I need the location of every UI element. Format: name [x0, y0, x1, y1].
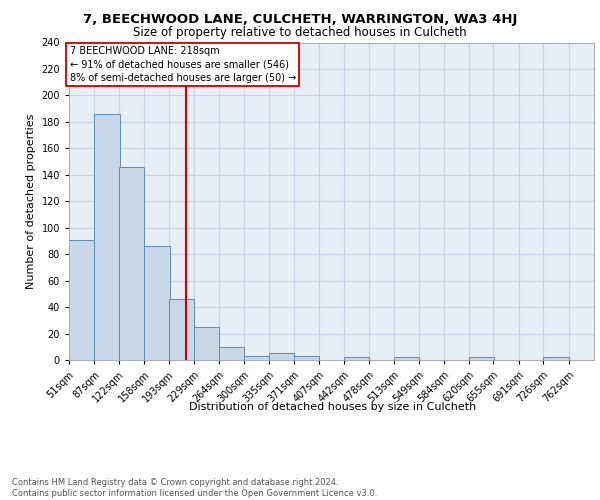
- Bar: [69, 240, 94, 360]
- Bar: [169, 299, 194, 360]
- Text: Contains HM Land Registry data © Crown copyright and database right 2024.
Contai: Contains HM Land Registry data © Crown c…: [12, 478, 377, 498]
- Bar: [119, 167, 144, 360]
- Text: 7, BEECHWOOD LANE, CULCHETH, WARRINGTON, WA3 4HJ: 7, BEECHWOOD LANE, CULCHETH, WARRINGTON,…: [83, 12, 517, 26]
- Bar: [244, 356, 269, 360]
- Bar: [394, 358, 419, 360]
- Bar: [94, 114, 119, 360]
- Y-axis label: Number of detached properties: Number of detached properties: [26, 114, 36, 289]
- Text: 7 BEECHWOOD LANE: 218sqm
← 91% of detached houses are smaller (546)
8% of semi-d: 7 BEECHWOOD LANE: 218sqm ← 91% of detach…: [70, 46, 296, 83]
- Text: Size of property relative to detached houses in Culcheth: Size of property relative to detached ho…: [133, 26, 467, 39]
- Bar: [269, 354, 294, 360]
- Bar: [344, 358, 369, 360]
- Bar: [469, 358, 494, 360]
- Text: Distribution of detached houses by size in Culcheth: Distribution of detached houses by size …: [190, 402, 476, 412]
- Bar: [218, 347, 244, 360]
- Bar: [144, 246, 170, 360]
- Bar: [294, 356, 319, 360]
- Bar: [544, 358, 569, 360]
- Bar: [194, 327, 220, 360]
